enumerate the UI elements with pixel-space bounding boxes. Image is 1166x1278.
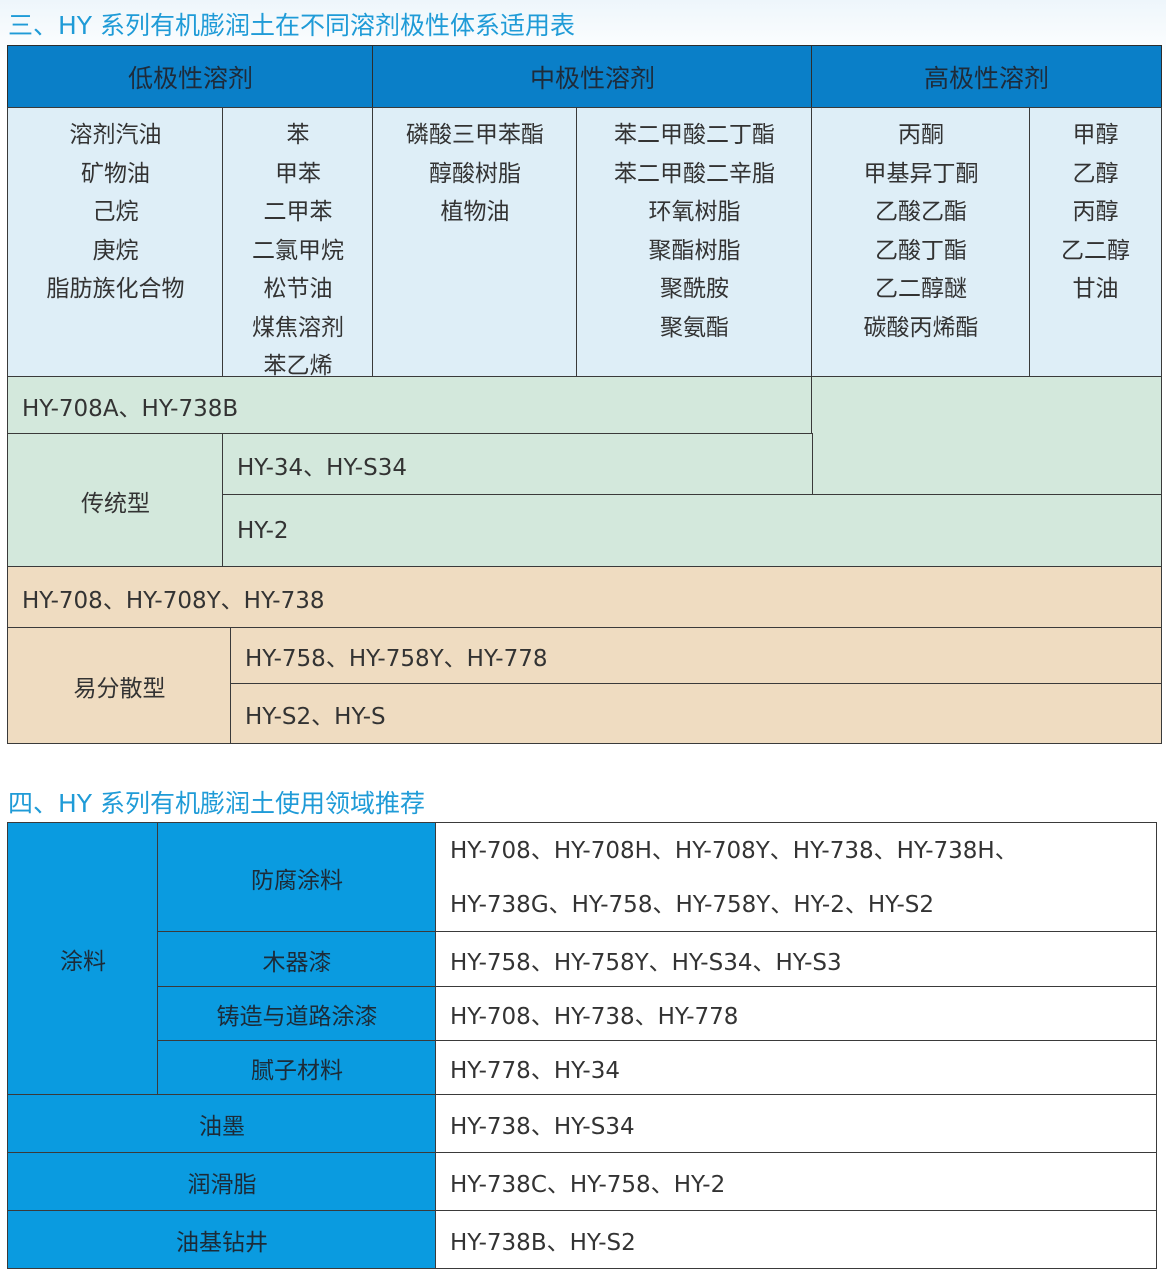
grade-line: HY-738G、HY-758、HY-758Y、HY-2、HY-S2 bbox=[450, 891, 935, 918]
solvent-item: 松节油 bbox=[263, 276, 333, 302]
solvent-item: 甲醇 bbox=[1072, 122, 1119, 148]
header-high-polarity: 高极性溶剂 bbox=[811, 45, 1162, 109]
solvent-item: 苯二甲酸二丁酯 bbox=[614, 122, 775, 148]
solvent-item: 乙醇 bbox=[1072, 160, 1119, 187]
solvent-item: 庚烷 bbox=[92, 237, 139, 264]
application-grades: HY-738B、HY-S2 bbox=[435, 1210, 1157, 1269]
solvent-item: 矿物油 bbox=[81, 160, 150, 187]
solvent-item: 乙二醇 bbox=[1061, 237, 1130, 264]
solvent-item: 溶剂汽油 bbox=[69, 122, 162, 148]
application-label: 木器漆 bbox=[157, 931, 437, 988]
application-grades: HY-708、HY-738、HY-778 bbox=[435, 986, 1157, 1042]
section4-title: 四、HY 系列有机膨润土使用领域推荐 bbox=[8, 789, 426, 818]
solvent-item: 苯 bbox=[286, 122, 310, 148]
easy-dispersion-label: 易分散型 bbox=[7, 627, 232, 744]
grade-line: HY-708、HY-708H、HY-708Y、HY-738、HY-738H、 bbox=[450, 837, 1018, 864]
application-label: 防腐涂料 bbox=[157, 822, 437, 933]
solvent-item: 聚氨酯 bbox=[660, 314, 729, 341]
solvent-item: 聚酯树脂 bbox=[648, 237, 741, 264]
solvent-item: 甲基异丁酮 bbox=[863, 160, 979, 187]
solvent-item: 己烷 bbox=[92, 199, 139, 225]
grade-row: HY-708、HY-708Y、HY-738 bbox=[7, 566, 1162, 629]
header-mid-polarity: 中极性溶剂 bbox=[372, 45, 813, 109]
solvent-item: 环氧树脂 bbox=[648, 199, 741, 225]
solvent-item: 脂肪族化合物 bbox=[46, 276, 185, 302]
solvent-list: 丙酮甲基异丁酮乙酸乙酯乙酸丁酯乙二醇醚碳酸丙烯酯 bbox=[811, 107, 1031, 377]
application-label: 铸造与道路涂漆 bbox=[157, 986, 437, 1042]
solvent-item: 聚酰胺 bbox=[660, 276, 729, 302]
solvent-item: 甘油 bbox=[1072, 276, 1119, 302]
grade-row: HY-708A、HY-738B bbox=[7, 376, 813, 435]
solvent-list: 苯甲苯二甲苯二氯甲烷松节油煤焦溶剂苯乙烯 bbox=[222, 107, 374, 379]
solvent-list: 甲醇乙醇丙醇乙二醇甘油 bbox=[1029, 107, 1162, 377]
grade-row: HY-S2、HY-S bbox=[230, 683, 1162, 744]
solvent-item: 碳酸丙烯酯 bbox=[863, 314, 979, 341]
solvent-item: 乙酸丁酯 bbox=[875, 237, 967, 264]
solvent-item: 乙酸乙酯 bbox=[875, 199, 967, 225]
solvent-item: 丙酮 bbox=[898, 122, 944, 148]
solvent-list: 苯二甲酸二丁酯 苯二甲酸二辛脂 环氧树脂聚酯树脂聚酰胺聚氨酯 bbox=[576, 107, 813, 377]
application-label: 油墨 bbox=[7, 1094, 437, 1154]
grade-row: HY-758、HY-758Y、HY-778 bbox=[230, 627, 1162, 685]
grade-row: HY-34、HY-S34 bbox=[222, 433, 813, 496]
traditional-type-label: 传统型 bbox=[7, 433, 224, 568]
application-grades: HY-708、HY-708H、HY-708Y、HY-738、HY-738H、 H… bbox=[435, 822, 1157, 933]
solvent-item: 磷酸三甲苯酯 bbox=[406, 122, 544, 148]
solvent-item: 乙二醇醚 bbox=[875, 276, 967, 302]
application-grades: HY-738C、HY-758、HY-2 bbox=[435, 1152, 1157, 1212]
solvent-item: 丙醇 bbox=[1072, 199, 1119, 225]
application-grades: HY-738、HY-S34 bbox=[435, 1094, 1157, 1154]
solvent-item: 苯乙烯 bbox=[263, 353, 333, 379]
application-label: 油基钻井 bbox=[7, 1210, 437, 1269]
solvent-list: 溶剂汽油矿物油己烷庚烷脂肪族化合物 bbox=[7, 107, 224, 377]
solvent-item: 醇酸树脂 bbox=[429, 160, 521, 187]
solvent-item: 煤焦溶剂 bbox=[252, 314, 344, 341]
application-label: 润滑脂 bbox=[7, 1152, 437, 1212]
empty-cell bbox=[811, 376, 1162, 496]
solvent-item: 甲苯 bbox=[275, 160, 321, 187]
coating-label: 涂料 bbox=[7, 822, 159, 1096]
grade-row: HY-2 bbox=[222, 494, 1162, 568]
application-grades: HY-778、HY-34 bbox=[435, 1040, 1157, 1096]
solvent-list: 磷酸三甲苯酯 醇酸树脂植物油 bbox=[372, 107, 578, 377]
section3-title: 三、HY 系列有机膨润土在不同溶剂极性体系适用表 bbox=[8, 11, 576, 40]
solvent-item: 二氯甲烷 bbox=[252, 237, 344, 264]
header-low-polarity: 低极性溶剂 bbox=[7, 45, 374, 109]
solvent-item: 二甲苯 bbox=[263, 199, 333, 225]
application-grades: HY-758、HY-758Y、HY-S34、HY-S3 bbox=[435, 931, 1157, 988]
solvent-item: 植物油 bbox=[440, 199, 510, 225]
solvent-item: 苯二甲酸二辛脂 bbox=[614, 160, 775, 187]
application-label: 腻子材料 bbox=[157, 1040, 437, 1096]
